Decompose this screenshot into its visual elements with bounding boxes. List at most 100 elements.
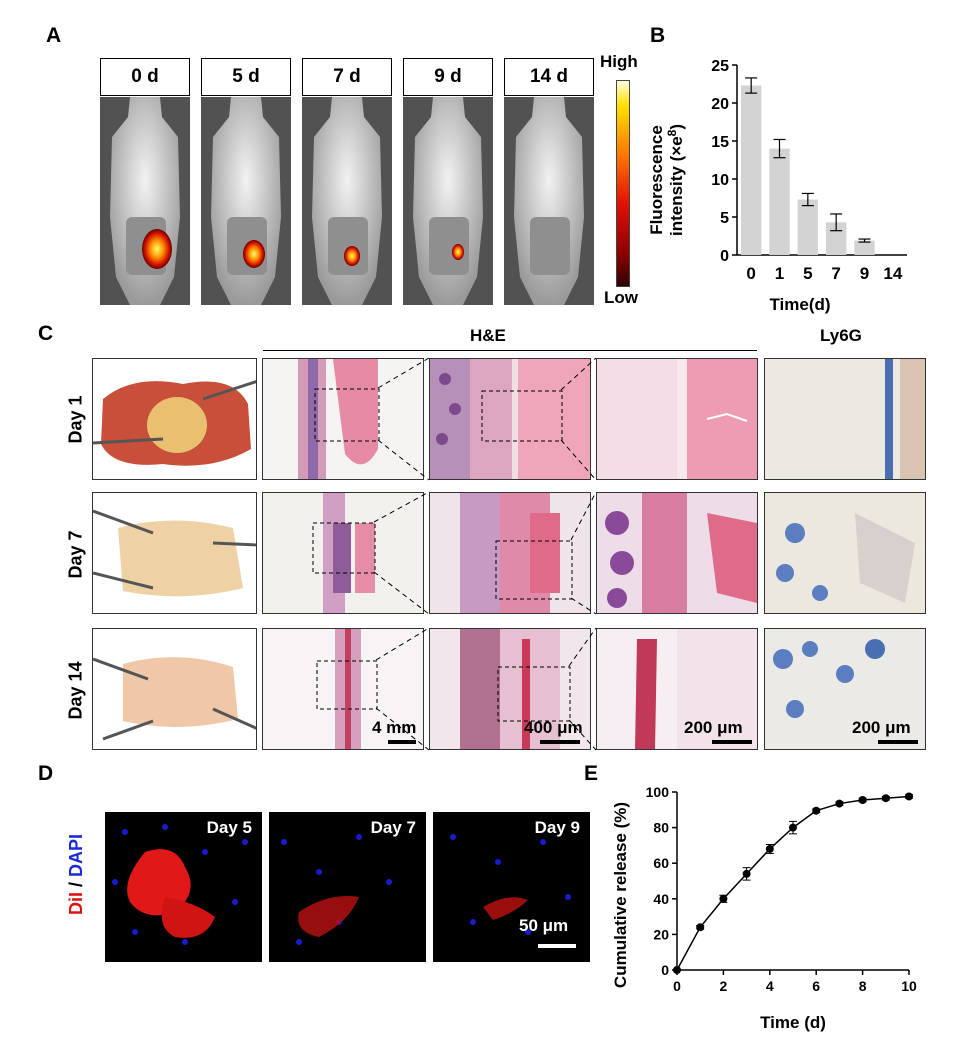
y-tick-label: 10 (711, 172, 729, 189)
data-point (696, 923, 705, 932)
y-tick-label: 0 (720, 248, 729, 265)
bar (854, 240, 875, 255)
fluorescence-image-day7: Day 7 (269, 812, 426, 962)
panel-letter-a: A (46, 24, 62, 47)
timepoint-label: 14 d (504, 58, 594, 96)
fluorescence-day-label: Day 9 (534, 818, 580, 837)
data-point (673, 966, 681, 974)
ly6g-title: Ly6G (820, 326, 862, 345)
he-title: H&E (470, 326, 506, 345)
data-point (812, 806, 821, 815)
y-axis-label: Cumulative release (%) (611, 802, 630, 988)
x-tick-label: 7 (831, 264, 840, 283)
he-low-mag-day1 (262, 358, 424, 480)
scalebar-400um (540, 740, 580, 744)
x-tick-label: 2 (720, 978, 728, 994)
bar (797, 199, 819, 255)
x-tick-label: 14 (883, 264, 902, 283)
x-tick-label: 6 (812, 978, 820, 994)
fluorescence-image-day9: Day 9 50 μm (433, 812, 590, 962)
scalebar-200um-ly6g (878, 740, 918, 744)
he-mid-mag-day7 (429, 492, 591, 614)
panel-letter-d: D (38, 762, 54, 785)
gross-photo-day14 (92, 628, 257, 750)
scalebar-4mm (388, 740, 416, 744)
ly6g-day1 (764, 358, 926, 480)
he-mid-mag-day1 (429, 358, 591, 480)
x-tick-label: 10 (901, 978, 917, 994)
gross-photo-day1 (92, 358, 257, 480)
timepoint-label: 9 d (403, 58, 493, 96)
y-tick-label: 20 (711, 96, 729, 113)
gross-photo-day7 (92, 492, 257, 614)
y-tick-label: 60 (653, 855, 669, 871)
he-high-mag-day7 (596, 492, 758, 614)
he-mid-mag-day14 (429, 628, 591, 750)
x-tick-label: 8 (859, 978, 867, 994)
data-point (858, 796, 867, 805)
scalebar-label-50um: 50 μm (519, 916, 569, 935)
y-axis-label-line1: Fluorescence (647, 125, 666, 235)
mouse-image (302, 97, 392, 305)
data-point (789, 823, 797, 832)
x-tick-label: 1 (775, 264, 784, 283)
x-tick-label: 4 (766, 978, 774, 994)
y-tick-label: 15 (711, 134, 729, 151)
timepoint-label: 5 d (201, 58, 291, 96)
ly6g-day7 (764, 492, 926, 614)
panel-letter-b: B (650, 24, 666, 47)
data-point (905, 792, 913, 801)
y-tick-label: 40 (653, 891, 669, 907)
he-bracket-line (263, 350, 757, 351)
data-point (719, 894, 728, 903)
ly6g-day14 (764, 628, 926, 750)
y-tick-label: 20 (653, 926, 669, 942)
stain-legend: DiI / DAPI (66, 833, 86, 915)
y-tick-label: 80 (653, 820, 669, 836)
scalebar-label-4mm: 4 mm (372, 718, 417, 737)
bar (740, 85, 762, 255)
y-tick-label: 25 (711, 58, 729, 75)
scalebar-label-200um-he: 200 μm (684, 718, 743, 737)
mouse-image (100, 97, 190, 305)
y-tick-label: 5 (720, 210, 729, 227)
scalebar-50um (538, 944, 576, 948)
data-point (881, 794, 890, 803)
x-tick-label: 9 (860, 264, 869, 283)
scalebar-200um-he (712, 740, 752, 744)
cumulative-release-chart: 0 20 40 60 80 100 0 2 4 6 8 10 Cumulative release (… (611, 784, 917, 1032)
data-point (765, 844, 774, 853)
fluorescence-day-label: Day 7 (370, 818, 416, 837)
timepoint-label: 0 d (100, 58, 190, 96)
data-point (835, 799, 844, 808)
colorbar-high-label: High (600, 52, 638, 71)
panel-letter-e: E (584, 762, 599, 785)
he-high-mag-day1 (596, 358, 758, 480)
data-point (742, 869, 751, 878)
fluorescence-day-label: Day 5 (206, 818, 252, 837)
mouse-image (403, 97, 493, 305)
x-axis-label: Time(d) (769, 295, 830, 314)
timepoint-label: 7 d (302, 58, 392, 96)
scalebar-label-200um-ly6g: 200 μm (852, 718, 911, 737)
y-tick-label: 0 (661, 962, 669, 978)
mouse-image (504, 97, 594, 305)
mouse-image (201, 97, 291, 305)
he-low-mag-day14 (262, 628, 424, 750)
colorbar-low-label: Low (604, 288, 638, 307)
fluorescence-image-day5: Day 5 (105, 812, 262, 962)
x-tick-label: 0 (673, 978, 681, 994)
panel-letter-c: C (38, 322, 54, 345)
he-low-mag-day7 (262, 492, 424, 614)
bar (769, 148, 790, 255)
y-tick-label: 100 (646, 784, 670, 800)
x-tick-label: 5 (803, 264, 812, 283)
colorbar (616, 80, 630, 287)
x-tick-label: 0 (746, 264, 755, 283)
x-axis-label: Time (d) (760, 1013, 826, 1032)
scalebar-label-400um: 400 μm (524, 718, 583, 737)
y-axis-label-line2: intensity (×e8) (665, 124, 686, 236)
he-high-mag-day14 (596, 628, 758, 750)
